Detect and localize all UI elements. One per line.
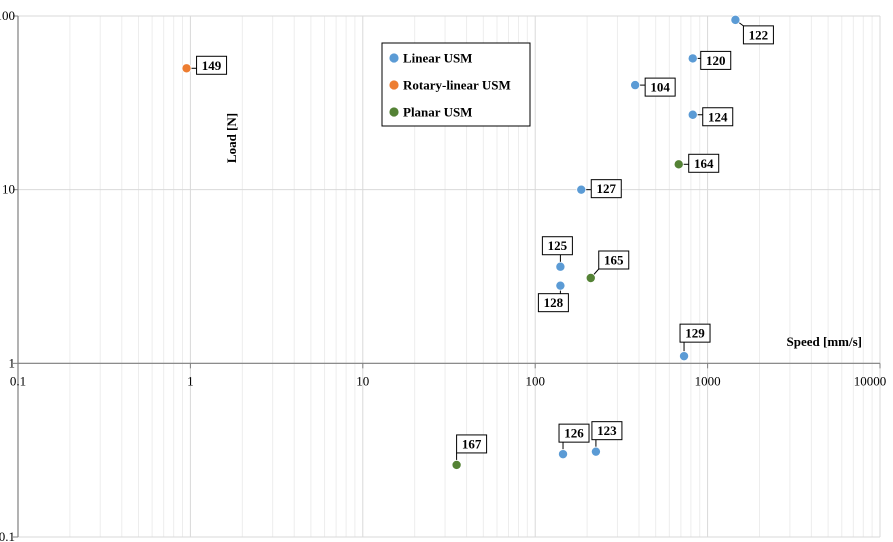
x-tick-label: 1000 — [695, 373, 721, 388]
data-point — [555, 261, 566, 272]
x-tick-label: 0.1 — [10, 373, 26, 388]
legend: Linear USM Rotary-linear USM Planar USM — [381, 42, 531, 127]
y-tick-label: 1 — [9, 355, 16, 370]
point-label: 104 — [650, 80, 670, 95]
callout-box — [644, 77, 676, 97]
legend-label: Planar USM — [403, 105, 472, 120]
point-label: 125 — [548, 238, 568, 253]
callout-box — [537, 293, 569, 313]
callout-box — [541, 236, 573, 256]
data-point — [451, 459, 462, 470]
data-point — [585, 273, 596, 284]
x-tick-label: 1 — [187, 373, 194, 388]
legend-label: Linear USM — [403, 51, 472, 66]
callout-box — [196, 55, 228, 75]
data-points: 122 120 104 124 127 125 128 129 126 123 149 164 165 1… — [181, 14, 774, 470]
point-label: 149 — [202, 58, 222, 73]
point-label: 123 — [597, 423, 617, 438]
point-label: 129 — [685, 326, 705, 341]
point-label: 164 — [694, 156, 714, 171]
point-label: 167 — [462, 436, 482, 451]
data-point — [673, 159, 684, 170]
data-point — [730, 14, 741, 25]
y-tick-label: 0.1 — [0, 529, 15, 542]
point-label: 126 — [564, 426, 584, 441]
point-label: 124 — [708, 109, 728, 124]
legend-box — [381, 42, 531, 127]
point-label: 128 — [544, 295, 564, 310]
y-tick-label: 100 — [0, 8, 15, 23]
x-tick-label: 10000 — [854, 373, 887, 388]
legend-marker — [389, 80, 399, 90]
legend-marker — [389, 107, 399, 117]
data-point — [590, 446, 601, 457]
point-label: 127 — [597, 181, 617, 196]
data-point — [181, 63, 192, 74]
data-point — [630, 80, 641, 91]
callout-box — [702, 107, 734, 127]
point-label: 165 — [604, 253, 624, 268]
callout-box — [558, 423, 590, 443]
callout-box — [688, 153, 720, 173]
callout-box — [591, 421, 623, 441]
point-label: 122 — [749, 27, 769, 42]
legend-marker — [389, 53, 399, 63]
x-tick-label: 100 — [525, 373, 545, 388]
point-label: 120 — [706, 53, 726, 68]
legend-label: Rotary-linear USM — [403, 78, 511, 93]
y-axis-title: Load [N] — [224, 113, 239, 163]
callout-box — [456, 434, 488, 454]
x-tick-label: 10 — [356, 373, 369, 388]
x-axis-title: Speed [mm/s] — [787, 334, 862, 349]
data-point — [687, 109, 698, 120]
callout-box — [598, 250, 630, 270]
callout-box — [590, 179, 622, 199]
callout-box — [742, 25, 774, 45]
callout-box — [700, 50, 732, 70]
y-tick-label: 10 — [2, 182, 15, 197]
data-point — [576, 184, 587, 195]
data-point — [555, 280, 566, 291]
data-point — [679, 351, 690, 362]
callout-box — [679, 323, 711, 343]
data-point — [558, 449, 569, 460]
data-point — [687, 53, 698, 64]
